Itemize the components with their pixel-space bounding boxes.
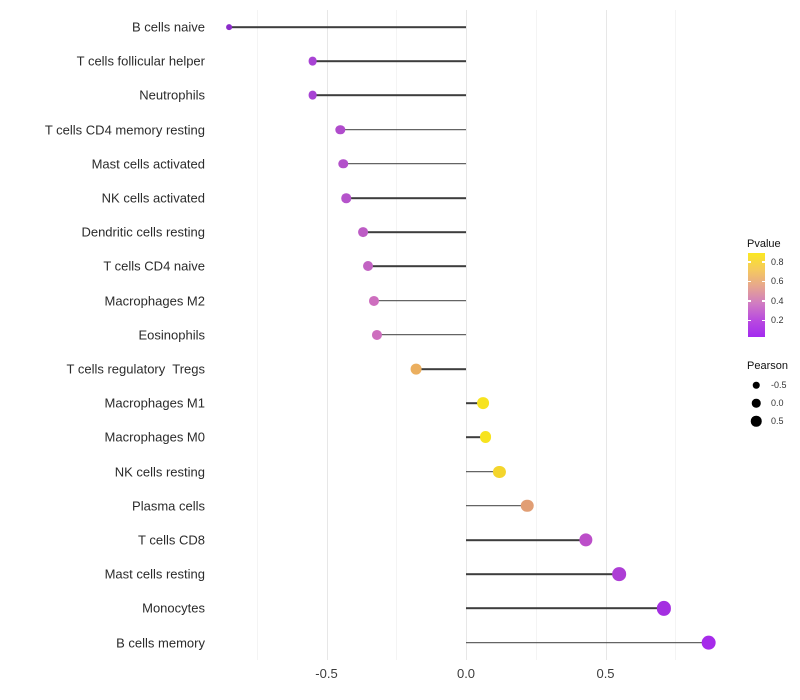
lollipop-dot [656, 601, 672, 616]
lollipop-stem [343, 163, 466, 165]
lollipop-dot [493, 465, 506, 478]
lollipop-dot [225, 24, 232, 30]
lollipop-dot [371, 329, 382, 340]
category-label: Dendritic cells resting [81, 224, 205, 240]
pvalue-tick-mark [748, 300, 751, 302]
lollipop-stem [376, 334, 466, 336]
pearson-size-dot [750, 415, 762, 427]
grid-minor-line [675, 10, 677, 660]
pvalue-tick-mark [748, 319, 751, 322]
lollipop-stem [312, 60, 466, 62]
lollipop-stem [362, 231, 466, 233]
pearson-size-dot [752, 381, 760, 389]
pvalue-tick-label: 0.6 [771, 276, 784, 287]
category-label: T cells follicular helper [76, 53, 205, 69]
lollipop-stem [228, 26, 466, 28]
category-label: NK cells activated [101, 190, 205, 206]
category-label: B cells memory [116, 635, 205, 651]
lollipop-dot [308, 91, 317, 100]
category-label: T cells CD4 memory resting [44, 122, 205, 138]
pvalue-tick-label: 0.4 [771, 295, 784, 306]
lollipop-dot [357, 227, 368, 238]
lollipop-dot [476, 397, 489, 410]
pearson-size-dot [751, 398, 761, 408]
lollipop-stem [466, 539, 586, 541]
lollipop-dot [579, 533, 593, 547]
pvalue-tick-mark [762, 261, 765, 263]
lollipop-dot [701, 635, 717, 650]
x-tick-label: 0.0 [456, 666, 476, 681]
x-tick-label: 0.5 [596, 666, 615, 681]
category-label: Macrophages M1 [104, 395, 205, 411]
grid-major-line [326, 10, 328, 660]
pvalue-tick-mark [748, 280, 751, 283]
category-label: T cells CD4 naive [103, 258, 205, 274]
legend-pvalue-title: Pvalue [747, 238, 781, 250]
lollipop-stem [340, 128, 466, 131]
lollipop-dot [338, 159, 348, 169]
pvalue-tick-mark [762, 300, 765, 302]
pearson-size-label: 0.5 [771, 416, 784, 426]
pvalue-colorbar [748, 253, 765, 337]
category-label: T cells regulatory Tregs [66, 361, 205, 377]
pearson-size-label: -0.5 [771, 380, 787, 390]
lollipop-stem [312, 94, 466, 97]
category-label: Macrophages M0 [104, 429, 205, 445]
x-tick-label: -0.5 [315, 666, 338, 681]
legend-pearson-title: Pearson [747, 360, 788, 372]
lollipop-stem [466, 470, 500, 473]
grid-minor-line [256, 10, 258, 660]
lollipop-dot [410, 363, 422, 375]
lollipop-dot [368, 295, 379, 306]
pvalue-tick-mark [762, 319, 765, 322]
pvalue-tick-label: 0.2 [771, 315, 784, 326]
lollipop-stem [368, 265, 466, 268]
category-label: B cells naive [132, 19, 205, 35]
lollipop-stem [466, 607, 665, 610]
pearson-size-label: 0.0 [771, 398, 784, 408]
grid-major-line [466, 10, 467, 660]
pvalue-tick-label: 0.8 [771, 256, 784, 267]
pvalue-tick-mark [748, 261, 751, 263]
category-label: Plasma cells [132, 498, 205, 514]
lollipop-stem [466, 641, 709, 644]
category-label: Monocytes [142, 600, 205, 616]
lollipop-dot [612, 567, 627, 582]
category-label: T cells CD8 [138, 532, 205, 548]
lollipop-stem [373, 299, 466, 302]
lollipop-dot [363, 261, 374, 272]
category-label: Eosinophils [138, 327, 206, 343]
lollipop-dot [479, 431, 492, 444]
lollipop-stem [466, 505, 528, 507]
lollipop-dot [341, 193, 351, 203]
lollipop-dot [308, 56, 317, 66]
category-label: Macrophages M2 [104, 293, 205, 309]
lollipop-stem [466, 573, 620, 575]
lollipop-dot [335, 124, 346, 135]
category-label: Mast cells resting [104, 566, 205, 582]
grid-minor-line [535, 10, 537, 660]
category-label: Neutrophils [139, 87, 205, 103]
lollipop-dot [521, 499, 534, 513]
category-label: NK cells resting [114, 464, 205, 480]
grid-major-line [605, 10, 607, 660]
lollipop-stem [415, 368, 466, 370]
lollipop-stem [346, 197, 466, 199]
category-label: Mast cells activated [91, 156, 205, 172]
lollipop-stem [466, 402, 483, 404]
pvalue-tick-mark [762, 280, 765, 283]
lollipop-stem [466, 436, 486, 439]
